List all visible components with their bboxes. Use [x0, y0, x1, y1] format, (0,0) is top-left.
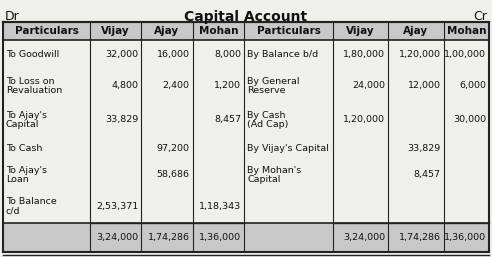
- Text: Particulars: Particulars: [15, 26, 78, 36]
- Text: 16,000: 16,000: [156, 50, 189, 59]
- Text: By Cash: By Cash: [247, 111, 285, 120]
- Text: 1,200: 1,200: [214, 81, 241, 90]
- Text: 32,000: 32,000: [105, 50, 138, 59]
- Text: Capital Account: Capital Account: [184, 10, 308, 24]
- Text: 8,457: 8,457: [214, 115, 241, 124]
- Text: 1,20,000: 1,20,000: [343, 115, 385, 124]
- Text: Capital: Capital: [6, 120, 39, 129]
- Text: Ajay: Ajay: [403, 26, 429, 36]
- Text: 8,000: 8,000: [214, 50, 241, 59]
- Text: 4,800: 4,800: [111, 81, 138, 90]
- Text: (Ad Cap): (Ad Cap): [247, 120, 288, 129]
- Text: To Loss on: To Loss on: [6, 77, 55, 86]
- Text: 1,80,000: 1,80,000: [343, 50, 385, 59]
- Text: Cr: Cr: [473, 10, 487, 23]
- Text: Capital: Capital: [247, 175, 280, 184]
- Text: 12,000: 12,000: [407, 81, 440, 90]
- Text: 2,53,371: 2,53,371: [96, 202, 138, 211]
- Text: Mohan: Mohan: [199, 26, 238, 36]
- Text: 24,000: 24,000: [352, 81, 385, 90]
- Text: 30,000: 30,000: [453, 115, 486, 124]
- Text: 3,24,000: 3,24,000: [343, 233, 385, 242]
- Text: Vijay: Vijay: [101, 26, 130, 36]
- Text: 1,00,000: 1,00,000: [444, 50, 486, 59]
- Text: 3,24,000: 3,24,000: [96, 233, 138, 242]
- Text: By Mohan's: By Mohan's: [247, 166, 301, 175]
- Text: 33,829: 33,829: [105, 115, 138, 124]
- Text: 1,18,343: 1,18,343: [199, 202, 241, 211]
- Text: Revaluation: Revaluation: [6, 86, 62, 95]
- Text: Reserve: Reserve: [247, 86, 285, 95]
- Text: By Balance b/d: By Balance b/d: [247, 50, 318, 59]
- Text: To Ajay's: To Ajay's: [6, 111, 47, 120]
- Text: By General: By General: [247, 77, 300, 86]
- Text: Dr: Dr: [5, 10, 20, 23]
- Text: c/d: c/d: [6, 206, 21, 215]
- Text: Ajay: Ajay: [154, 26, 180, 36]
- Text: Loan: Loan: [6, 175, 29, 184]
- Bar: [3, 22, 489, 40]
- Text: To Ajay's: To Ajay's: [6, 166, 47, 175]
- Text: 1,74,286: 1,74,286: [399, 233, 440, 242]
- Text: 33,829: 33,829: [407, 144, 440, 153]
- Text: 58,686: 58,686: [156, 170, 189, 179]
- Text: 1,20,000: 1,20,000: [399, 50, 440, 59]
- Text: 2,400: 2,400: [163, 81, 189, 90]
- Bar: [3, 223, 489, 252]
- Text: 6,000: 6,000: [459, 81, 486, 90]
- Text: 8,457: 8,457: [414, 170, 440, 179]
- Text: To Balance: To Balance: [6, 197, 57, 206]
- Text: Vijay: Vijay: [346, 26, 375, 36]
- Bar: [3, 22, 489, 252]
- Text: Mohan: Mohan: [447, 26, 486, 36]
- Text: By Vijay's Capital: By Vijay's Capital: [247, 144, 329, 153]
- Text: To Goodwill: To Goodwill: [6, 50, 59, 59]
- Text: 1,36,000: 1,36,000: [444, 233, 486, 242]
- Text: 1,74,286: 1,74,286: [148, 233, 189, 242]
- Text: 97,200: 97,200: [156, 144, 189, 153]
- Text: Particulars: Particulars: [256, 26, 320, 36]
- Text: To Cash: To Cash: [6, 144, 42, 153]
- Text: 1,36,000: 1,36,000: [199, 233, 241, 242]
